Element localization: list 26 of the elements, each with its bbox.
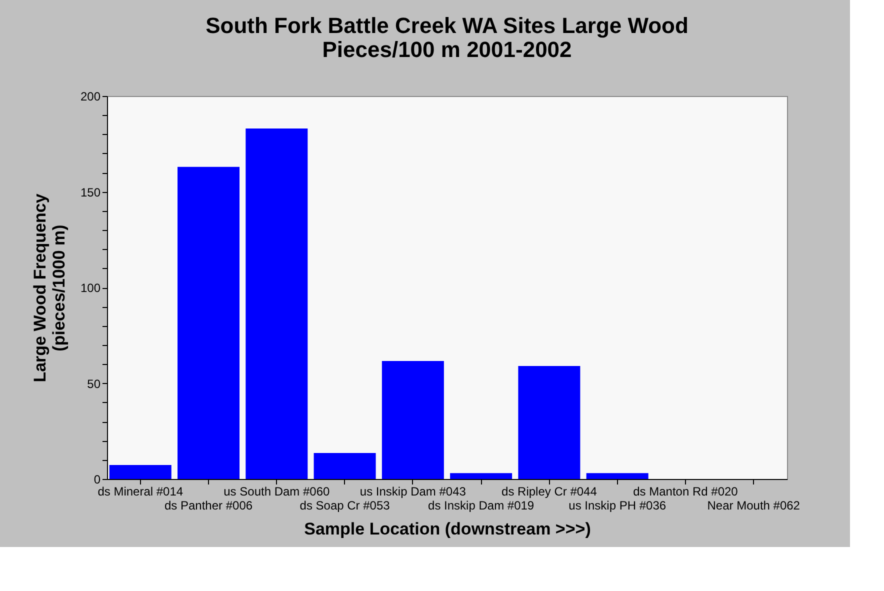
y-axis-title: Large Wood Frequency (pieces/1000 m) xyxy=(30,193,68,382)
y-tick-label: 0 xyxy=(94,472,101,486)
bar xyxy=(450,473,512,479)
bar xyxy=(382,361,444,479)
x-tick-label: Near Mouth #062 xyxy=(707,498,800,512)
bar xyxy=(586,473,648,479)
y-tick-label: 100 xyxy=(80,281,101,295)
y-tick-label: 50 xyxy=(87,376,101,391)
x-tick-label: ds Panther #006 xyxy=(164,498,253,512)
bar xyxy=(518,366,580,479)
x-tick-label: ds Mineral #014 xyxy=(98,484,184,498)
x-tick-label: ds Inskip Dam #019 xyxy=(428,498,534,512)
x-tick-label: ds Ripley Cr #044 xyxy=(502,484,598,498)
chart-title: South Fork Battle Creek WA Sites Large Wood Pieces/100 m 2001-2002 xyxy=(206,13,688,62)
bar xyxy=(246,128,308,479)
bar xyxy=(314,452,376,479)
bar xyxy=(178,166,240,479)
x-tick-label: us South Dam #060 xyxy=(224,484,330,498)
y-tick-label: 200 xyxy=(80,90,101,104)
x-tick-label: us Inskip Dam #043 xyxy=(360,484,466,498)
x-tick-label: us Inskip PH #036 xyxy=(568,498,666,512)
x-axis-title: Sample Location (downstream >>>) xyxy=(304,520,591,538)
bar xyxy=(109,465,172,479)
x-tick-label: ds Soap Cr #053 xyxy=(300,498,390,512)
y-tick-label: 150 xyxy=(80,185,101,200)
x-tick-label: ds Manton Rd #020 xyxy=(633,484,738,498)
